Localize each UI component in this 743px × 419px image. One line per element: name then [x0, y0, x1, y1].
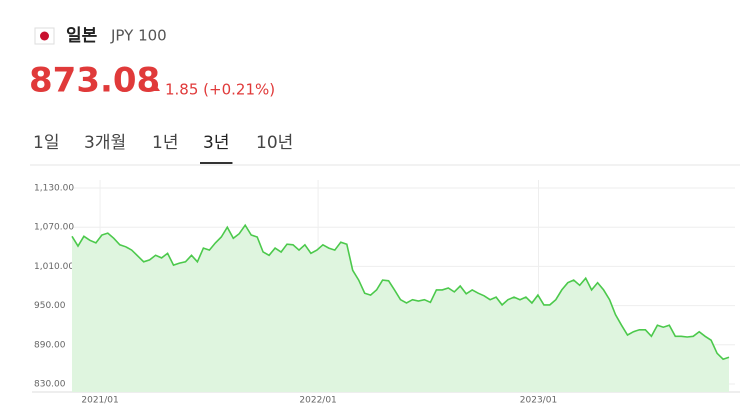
x-tick-label: 2022/01 — [299, 396, 336, 406]
tab[interactable]: 1일 — [33, 133, 59, 153]
flag-circle — [40, 31, 49, 41]
x-tick-label: 2023/01 — [520, 396, 557, 406]
y-tick-label: 1,010.00 — [34, 262, 74, 272]
up-arrow — [152, 85, 160, 91]
country: 일본 — [66, 26, 98, 46]
y-tick-label: 830.00 — [34, 380, 66, 390]
y-tick-label: 1,130.00 — [34, 184, 74, 194]
y-tick-label: 1,070.00 — [34, 223, 74, 233]
x-tick-label: 2021/01 — [81, 396, 118, 406]
y-tick-label: 950.00 — [34, 301, 66, 311]
tab[interactable]: 10년 — [256, 133, 293, 153]
line — [71, 223, 730, 361]
area — [72, 225, 730, 392]
tabs: 1일 3개월 1년 3년 10년 — [33, 133, 293, 164]
tab[interactable]: 1년 — [152, 133, 178, 153]
currency: JPY 100 — [110, 27, 167, 45]
tab[interactable]: 3개월 — [84, 133, 126, 153]
tab[interactable]: 3년 — [203, 133, 229, 153]
price: 873.08 — [29, 61, 160, 101]
y-tick-label: 890.00 — [34, 340, 66, 350]
chart: 830.00 890.00 950.00 1,010.00 1,070.00 1,130.… — [32, 180, 740, 406]
change: 1.85 (+0.21%) — [165, 81, 275, 99]
